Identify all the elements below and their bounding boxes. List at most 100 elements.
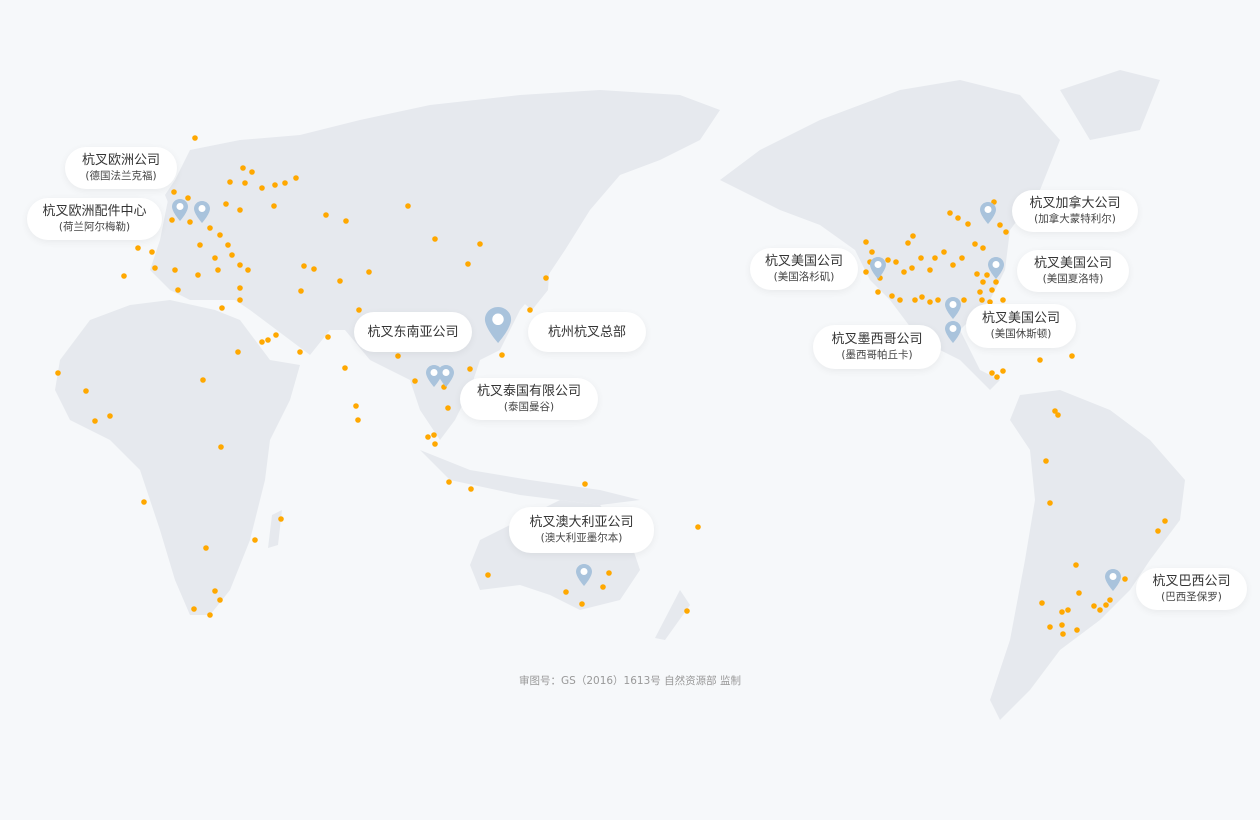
dealer-dot	[271, 203, 277, 209]
dealer-dot	[240, 165, 246, 171]
dealer-dot	[278, 516, 284, 522]
office-location: (德国法兰克福)	[85, 170, 157, 182]
map-pin-icon[interactable]	[945, 321, 961, 343]
office-location: (加拿大蒙特利尔)	[1034, 213, 1116, 225]
dealer-dot	[987, 299, 993, 305]
new-zealand	[655, 590, 690, 640]
eurasia	[150, 90, 720, 440]
map-pin-icon[interactable]	[426, 365, 442, 387]
map-pin-icon[interactable]	[980, 202, 996, 224]
dealer-dot	[543, 275, 549, 281]
map-pin-icon[interactable]	[438, 365, 454, 387]
map-pin-icon[interactable]	[870, 257, 886, 279]
dealer-dot	[237, 207, 243, 213]
dealer-dot	[212, 588, 218, 594]
office-label-canada[interactable]: 杭叉加拿大公司 (加拿大蒙特利尔)	[1012, 190, 1138, 232]
office-label-europe-parts[interactable]: 杭叉欧洲配件中心 (荷兰阿尔梅勒)	[27, 198, 162, 240]
office-label-europe[interactable]: 杭叉欧洲公司 (德国法兰克福)	[65, 147, 177, 189]
dealer-dot	[242, 180, 248, 186]
dealer-dot	[893, 259, 899, 265]
dealer-dot	[919, 294, 925, 300]
dealer-dot	[325, 334, 331, 340]
dealer-dot	[405, 203, 411, 209]
dealer-dot	[563, 589, 569, 595]
dealer-dot	[684, 608, 690, 614]
office-name: 杭叉加拿大公司	[1029, 196, 1121, 211]
dealer-dot	[297, 349, 303, 355]
dealer-dot	[579, 601, 585, 607]
dealer-dot	[1052, 408, 1058, 414]
dealer-dot	[1000, 297, 1006, 303]
dealer-dot	[215, 267, 221, 273]
office-label-thailand[interactable]: 杭叉泰国有限公司 (泰国曼谷)	[460, 378, 598, 420]
office-name: 杭叉墨西哥公司	[831, 332, 923, 347]
map-pin-icon[interactable]	[172, 199, 188, 221]
dealer-dot	[395, 353, 401, 359]
dealer-dot	[869, 249, 875, 255]
dealer-dot	[212, 255, 218, 261]
dealer-dot	[695, 524, 701, 530]
dealer-dot	[1107, 597, 1113, 603]
dealer-dot	[606, 570, 612, 576]
dealer-dot	[445, 405, 451, 411]
dealer-dot	[910, 233, 916, 239]
dealer-dot	[989, 287, 995, 293]
dealer-dot	[249, 169, 255, 175]
dealer-dot	[412, 378, 418, 384]
dealer-dot	[1059, 609, 1065, 615]
headquarters-pin-icon[interactable]	[484, 307, 512, 343]
dealer-dot	[203, 545, 209, 551]
africa	[55, 300, 300, 615]
office-label-australia[interactable]: 杭叉澳大利亚公司 (澳大利亚墨尔本)	[509, 507, 654, 553]
dealer-dot	[989, 370, 995, 376]
office-label-headquarters[interactable]: 杭州杭叉总部	[528, 312, 646, 352]
dealer-dot	[217, 597, 223, 603]
office-location: (巴西圣保罗)	[1161, 591, 1222, 603]
dealer-dot	[959, 255, 965, 261]
dealer-dot	[1047, 500, 1053, 506]
office-label-los-angeles[interactable]: 杭叉美国公司 (美国洛杉矶)	[750, 248, 858, 290]
dealer-dot	[185, 195, 191, 201]
dealer-dot	[912, 297, 918, 303]
dealer-dot	[467, 366, 473, 372]
dealer-dot	[889, 293, 895, 299]
greenland	[1060, 70, 1160, 140]
dealer-dot	[984, 272, 990, 278]
map-pin-icon[interactable]	[194, 201, 210, 223]
map-approval-number: 审图号：GS（2016）1613号 自然资源部 监制	[519, 675, 741, 687]
office-label-mexico[interactable]: 杭叉墨西哥公司 (墨西哥帕丘卡)	[813, 325, 941, 369]
dealer-dot	[997, 222, 1003, 228]
office-location: (美国洛杉矶)	[773, 271, 835, 283]
dealer-dot	[863, 239, 869, 245]
dealer-dot	[499, 352, 505, 358]
dealer-dot	[875, 289, 881, 295]
dealer-dot	[200, 377, 206, 383]
map-pin-icon[interactable]	[945, 297, 961, 319]
dealer-dot	[974, 271, 980, 277]
map-pin-icon[interactable]	[988, 257, 1004, 279]
dealer-dot	[980, 279, 986, 285]
dealer-dot	[905, 240, 911, 246]
office-label-houston[interactable]: 杭叉美国公司 (美国休斯顿)	[966, 304, 1076, 348]
dealer-dot	[195, 272, 201, 278]
office-name: 杭叉澳大利亚公司	[529, 515, 634, 530]
office-label-southeast-asia[interactable]: 杭叉东南亚公司	[354, 312, 472, 352]
office-name: 杭叉东南亚公司	[367, 324, 459, 340]
office-name: 杭叉美国公司	[981, 311, 1060, 326]
dealer-dot	[1091, 603, 1097, 609]
dealer-dot	[217, 232, 223, 238]
dealer-dot	[972, 241, 978, 247]
south-america	[990, 390, 1185, 720]
dealer-dot	[863, 269, 869, 275]
dealer-dot	[941, 249, 947, 255]
dealer-dot	[175, 287, 181, 293]
office-label-brazil[interactable]: 杭叉巴西公司 (巴西圣保罗)	[1136, 568, 1247, 610]
office-label-charlotte[interactable]: 杭叉美国公司 (美国夏洛特)	[1017, 250, 1129, 292]
dealer-dot	[897, 297, 903, 303]
map-pin-icon[interactable]	[1105, 569, 1121, 591]
dealer-dot	[947, 210, 953, 216]
dealer-dot	[272, 182, 278, 188]
map-pin-icon[interactable]	[576, 564, 592, 586]
dealer-dot	[235, 349, 241, 355]
